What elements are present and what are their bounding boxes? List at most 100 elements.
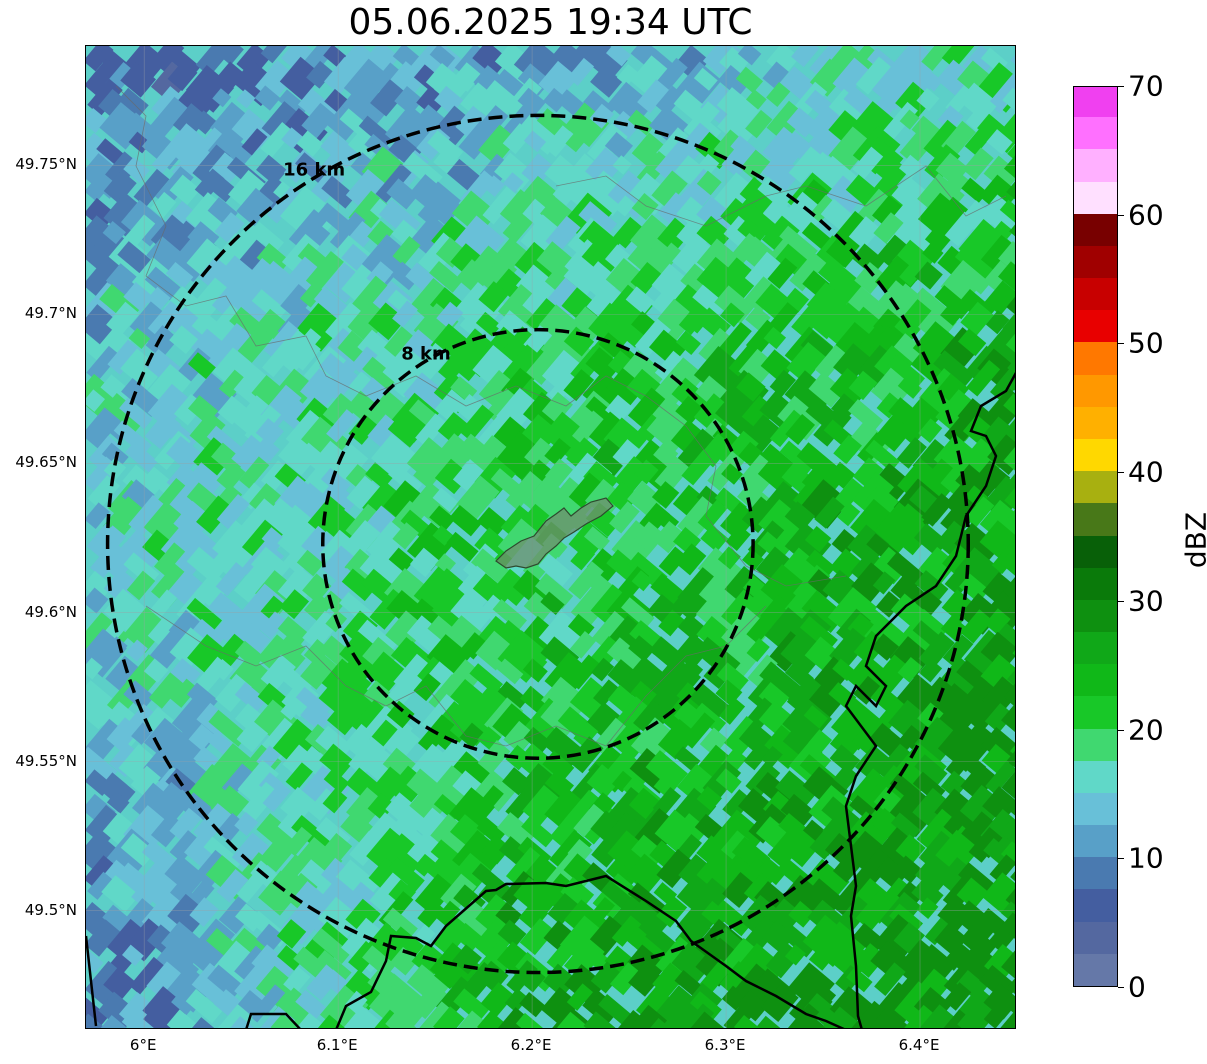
reflectivity-cell [689,1011,735,1028]
reflectivity-cell [918,658,943,683]
reflectivity-cell [196,495,233,535]
reflectivity-cell [341,80,393,131]
reflectivity-cell [657,217,692,253]
reflectivity-cell [477,740,511,775]
reflectivity-cell [237,759,279,804]
reflectivity-cell [343,1005,383,1028]
reflectivity-cell [234,682,267,713]
reflectivity-cell [216,869,249,903]
colorbar-segment [1074,921,1117,954]
reflectivity-cell [914,261,943,290]
reflectivity-cell [301,102,336,139]
reflectivity-cell [103,967,137,1000]
reflectivity-cell [217,46,244,66]
reflectivity-cell [98,772,136,809]
reflectivity-cell [604,131,634,160]
reflectivity-cell [828,266,864,302]
reflectivity-cell [437,412,469,444]
reflectivity-cell [169,807,202,842]
reflectivity-cell [321,175,357,209]
reflectivity-cell [150,96,189,138]
reflectivity-cell [380,857,425,900]
reflectivity-cell [712,899,752,937]
reflectivity-cell [294,1012,340,1028]
reflectivity-cell [295,989,326,1020]
reflectivity-cell [940,303,963,326]
reflectivity-cell [769,369,796,397]
reflectivity-cell [828,461,856,489]
reflectivity-cell [212,88,232,108]
reflectivity-cell [899,109,920,130]
reflectivity-cell [522,280,557,317]
reflectivity-cell [186,597,223,631]
reflectivity-cell [519,918,556,956]
reflectivity-cell [578,220,621,261]
reflectivity-cell [1008,923,1015,946]
reflectivity-cell [637,79,670,114]
reflectivity-cell [999,817,1015,854]
reflectivity-cell [415,807,449,842]
radar-map[interactable]: 8 km 16 km [85,45,1016,1029]
reflectivity-cell [803,1015,838,1028]
reflectivity-cell [86,570,114,602]
reflectivity-cell [934,285,972,320]
reflectivity-cell [475,311,502,337]
colorbar-tick-label: 60 [1128,198,1164,232]
reflectivity-cell [187,1017,227,1028]
reflectivity-cell [460,632,488,660]
reflectivity-cell [566,437,599,471]
reflectivity-cell [100,392,147,438]
reflectivity-cell [327,693,368,736]
reflectivity-cell [557,1011,601,1028]
reflectivity-cell [1006,177,1015,208]
reflectivity-cell [894,299,935,341]
reflectivity-cell [372,62,403,95]
reflectivity-cell [448,504,482,537]
reflectivity-cell [809,194,837,223]
reflectivity-cell [983,1007,1006,1028]
reflectivity-cell [746,638,770,662]
reflectivity-cell [814,496,845,529]
reflectivity-cell [676,196,708,228]
reflectivity-cell [697,499,728,532]
reflectivity-cell [1002,306,1015,353]
reflectivity-cell [923,119,960,159]
reflectivity-cell [852,146,884,180]
reflectivity-cell [746,611,778,644]
reflectivity-cell [606,368,646,407]
reflectivity-cell [320,832,353,865]
reflectivity-cell [421,694,459,735]
reflectivity-cell [277,565,319,608]
reflectivity-cell [279,589,310,620]
reflectivity-cell [502,123,533,155]
reflectivity-cell [97,1015,139,1028]
reflectivity-cell [565,127,590,153]
reflectivity-cell [385,792,429,834]
reflectivity-cell [960,762,998,801]
reflectivity-cell [280,256,326,303]
reflectivity-cell [128,495,167,536]
reflectivity-cell [524,437,558,472]
reflectivity-cell [260,654,296,692]
reflectivity-cell [236,187,274,227]
reflectivity-cell [566,983,593,1011]
reflectivity-cell [943,811,967,836]
reflectivity-cell [255,436,280,462]
reflectivity-cell [631,1004,668,1028]
reflectivity-cell [962,147,994,181]
colorbar-segment [1074,535,1117,568]
reflectivity-cell [540,986,580,1027]
reflectivity-cell [789,251,827,292]
reflectivity-cell [681,712,716,749]
reflectivity-cell [564,102,610,148]
reflectivity-cell [131,876,164,910]
reflectivity-cell [190,940,224,975]
reflectivity-cell [434,389,467,422]
reflectivity-cell [215,633,249,668]
reflectivity-cell [1001,901,1015,924]
reflectivity-cell [293,946,327,979]
reflectivity-cell [186,238,230,282]
reflectivity-cell [870,462,913,504]
range-ring-label: 8 km [401,344,451,365]
colorbar-segment [1074,148,1117,182]
